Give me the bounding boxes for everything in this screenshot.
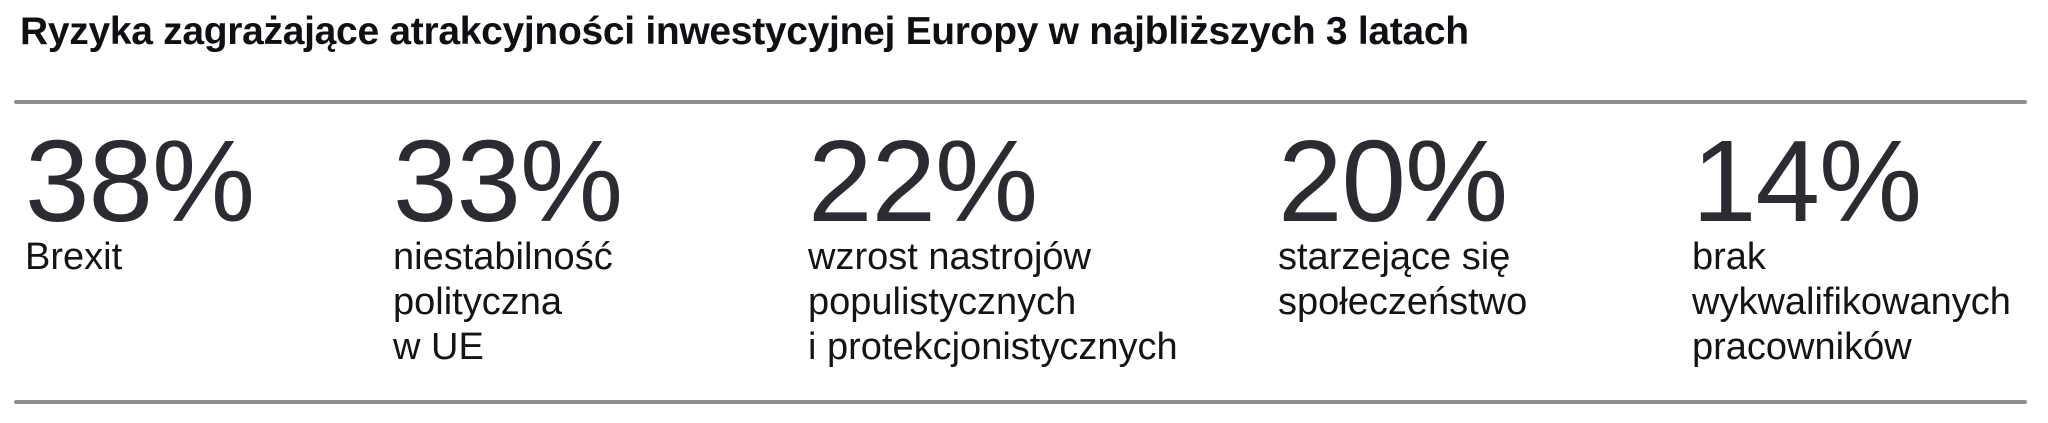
stat-column-populism: 22% wzrost nastrojów populistycznych i p… [808, 104, 1178, 370]
page-title: Ryzyka zagrażające atrakcyjności inwesty… [20, 10, 1469, 53]
stat-value: 22% [808, 116, 1038, 246]
stat-label: niestabilność polityczna w UE [393, 236, 613, 368]
stat-column-political-instability: 33% niestabilność polityczna w UE [393, 104, 623, 370]
stat-value: 20% [1278, 116, 1508, 246]
stat-value: 38% [25, 116, 255, 246]
stat-column-brexit: 38% Brexit [25, 104, 255, 280]
stat-column-skilled-workers-shortage: 14% brak wykwalifikowanych pracowników [1692, 104, 2011, 370]
stat-label: wzrost nastrojów populistycznych i prote… [808, 236, 1178, 368]
top-divider-line [14, 100, 2027, 104]
stat-value: 33% [393, 116, 623, 246]
stat-label: brak wykwalifikowanych pracowników [1692, 236, 2011, 368]
stat-column-aging-society: 20% starzejące się społeczeństwo [1278, 104, 1527, 325]
stat-label: Brexit [25, 236, 123, 278]
bottom-divider-line [14, 400, 2027, 404]
stat-label: starzejące się społeczeństwo [1278, 236, 1528, 323]
stat-value: 14% [1692, 116, 1922, 246]
